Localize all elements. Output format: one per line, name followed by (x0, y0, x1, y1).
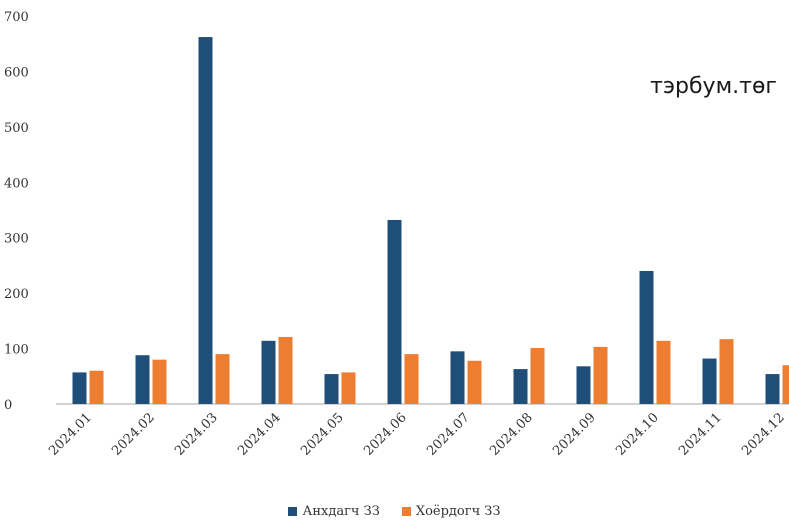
x-tick-label: 2024.11 (676, 410, 725, 459)
legend-label-primary: Анхдагч ЗЗ (302, 504, 380, 519)
bar-secondary (215, 354, 230, 404)
bar-secondary (467, 360, 482, 404)
bar-secondary (404, 354, 419, 404)
bar-secondary (278, 336, 293, 404)
x-tick-label: 2024.03 (172, 410, 221, 459)
x-tick-label: 2024.12 (739, 410, 788, 459)
bar-primary (387, 219, 402, 404)
x-tick-label: 2024.02 (109, 410, 158, 459)
legend-swatch-secondary (401, 507, 411, 516)
y-tick-label: 200 (4, 287, 29, 302)
y-tick-label: 500 (4, 121, 29, 136)
bar-primary (135, 355, 150, 404)
legend-item-secondary: Хоёрдогч ЗЗ (401, 504, 501, 519)
legend-label-secondary: Хоёрдогч ЗЗ (415, 504, 501, 519)
bar-primary (324, 374, 339, 404)
x-tick-label: 2024.01 (46, 410, 95, 459)
bar-primary (639, 270, 654, 404)
bar-secondary (341, 372, 356, 404)
bar-secondary (89, 370, 104, 404)
y-tick-label: 400 (4, 176, 29, 191)
legend-item-primary: Анхдагч ЗЗ (288, 504, 380, 519)
x-tick-label: 2024.08 (487, 410, 536, 459)
bar-secondary (530, 348, 545, 404)
legend: Анхдагч ЗЗ Хоёрдогч ЗЗ (0, 504, 789, 519)
bar-primary (198, 37, 213, 404)
bar-primary (261, 340, 276, 404)
y-tick-label: 300 (4, 232, 29, 247)
x-tick-label: 2024.06 (361, 410, 410, 459)
y-tick-label: 700 (4, 10, 29, 25)
bar-primary (765, 374, 780, 404)
bar-primary (576, 366, 591, 404)
bar-secondary (656, 340, 671, 404)
y-tick-label: 0 (4, 398, 12, 413)
bar-secondary (152, 359, 167, 404)
y-tick-label: 100 (4, 343, 29, 358)
legend-swatch-primary (288, 507, 298, 516)
bar-primary (72, 372, 87, 404)
x-tick-label: 2024.10 (613, 410, 662, 459)
bar-primary (450, 351, 465, 404)
x-tick-label: 2024.07 (424, 410, 473, 459)
y-tick-label: 600 (4, 65, 29, 80)
x-tick-label: 2024.05 (298, 410, 347, 459)
bar-secondary (719, 339, 734, 404)
bar-primary (702, 358, 717, 404)
x-tick-label: 2024.04 (235, 410, 284, 459)
bar-secondary (782, 365, 789, 404)
bar-primary (513, 369, 528, 404)
x-tick-label: 2024.09 (550, 410, 599, 459)
unit-label: тэрбум.төг (650, 74, 777, 99)
bar-secondary (593, 346, 608, 404)
